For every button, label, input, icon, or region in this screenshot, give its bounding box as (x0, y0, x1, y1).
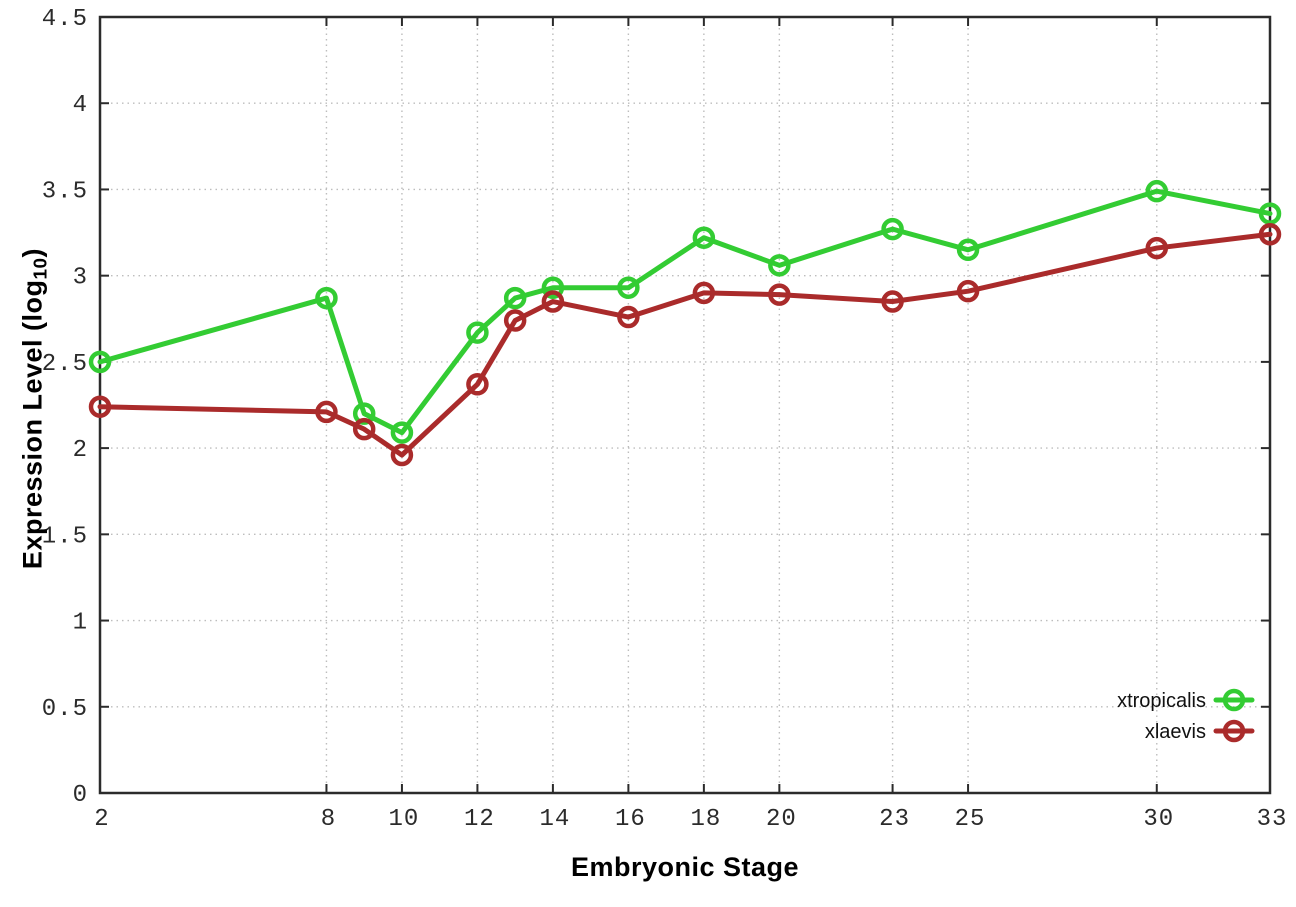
series-markers-xlaevis (88, 223, 1282, 467)
y-tick-label: 2.5 (42, 351, 88, 378)
series-xlaevis (97, 231, 1273, 458)
data-point-marker (352, 402, 376, 425)
y-tick-label: 3 (73, 265, 88, 292)
data-point-marker (881, 290, 904, 313)
x-tick-label: 23 (879, 806, 910, 833)
x-tick-label: 12 (464, 806, 495, 833)
y-axis-tick-labels: 0 0.5 1 1.5 2 2.5 3 3.5 4 4.5 (42, 6, 88, 809)
y-tick-label: 4 (73, 92, 88, 119)
data-point-marker (692, 226, 716, 249)
data-point-marker (1258, 223, 1282, 246)
series-line-xtropicalis (97, 188, 1273, 436)
data-point-marker (956, 238, 980, 262)
x-tick-label: 20 (766, 806, 797, 833)
legend-label-xtropicalis: xtropicalis (1117, 690, 1206, 712)
y-tick-label: 0 (73, 782, 88, 809)
data-point-marker (315, 400, 338, 424)
legend: xtropicalis xlaevis (1117, 688, 1255, 743)
data-point-marker (956, 279, 980, 303)
series-xtropicalis (97, 188, 1273, 436)
y-tick-label: 2 (73, 437, 88, 464)
y-axis-title-subscript: 10 (30, 257, 52, 280)
x-tick-label: 33 (1257, 806, 1288, 833)
x-tick-label: 16 (615, 806, 646, 833)
y-tick-label: 4.5 (42, 6, 88, 33)
x-axis-tick-labels: 2 8 10 12 14 16 18 20 23 25 30 33 (94, 806, 1288, 833)
y-axis-title: Expression Level (log10) (18, 199, 53, 619)
x-tick-label: 10 (389, 806, 420, 833)
data-point-marker (617, 276, 640, 299)
data-point-marker (503, 309, 527, 332)
legend-marker-sample (1222, 688, 1246, 712)
data-point-marker (315, 286, 338, 310)
y-tick-label: 3.5 (42, 178, 88, 205)
grid (100, 17, 1270, 793)
data-point-marker (390, 421, 414, 444)
data-point-marker (88, 395, 112, 418)
data-point-marker (541, 290, 565, 313)
data-point-marker (617, 305, 640, 329)
data-point-marker (390, 443, 414, 467)
legend-label-xlaevis: xlaevis (1145, 721, 1206, 743)
data-point-marker (768, 283, 791, 306)
legend-item-xtropicalis: xtropicalis (1117, 688, 1255, 712)
plot-border (98, 15, 1272, 795)
legend-item-xlaevis: xlaevis (1145, 719, 1255, 743)
x-tick-label: 30 (1143, 806, 1174, 833)
y-tick-label: 1 (73, 610, 88, 637)
x-tick-label: 8 (321, 806, 336, 833)
x-axis-title: Embryonic Stage (570, 852, 800, 882)
x-tick-label: 18 (690, 806, 721, 833)
x-tick-label: 25 (955, 806, 986, 833)
y-tick-label: 1.5 (42, 523, 88, 550)
data-point-marker (692, 281, 716, 305)
data-point-marker (352, 417, 376, 441)
series-line-xlaevis (97, 231, 1273, 458)
x-tick-label: 2 (94, 806, 109, 833)
data-point-marker (88, 350, 112, 374)
data-point-marker (881, 217, 904, 241)
y-axis-title-suffix: ) (17, 247, 48, 258)
legend-marker-sample (1222, 719, 1246, 743)
data-point-marker (1145, 179, 1169, 203)
data-point-marker (466, 321, 489, 344)
y-tick-label: 0.5 (42, 696, 88, 723)
series-markers-xtropicalis (88, 179, 1282, 444)
x-tick-label: 14 (539, 806, 570, 833)
data-point-marker (503, 286, 527, 310)
y-axis-title-text: Expression Level (log (17, 279, 48, 570)
data-point-marker (541, 276, 565, 299)
data-point-marker (1258, 202, 1282, 225)
axis-ticks (99, 16, 1271, 794)
data-point-marker (1145, 236, 1169, 260)
data-point-marker (768, 254, 791, 277)
data-point-marker (466, 373, 489, 396)
